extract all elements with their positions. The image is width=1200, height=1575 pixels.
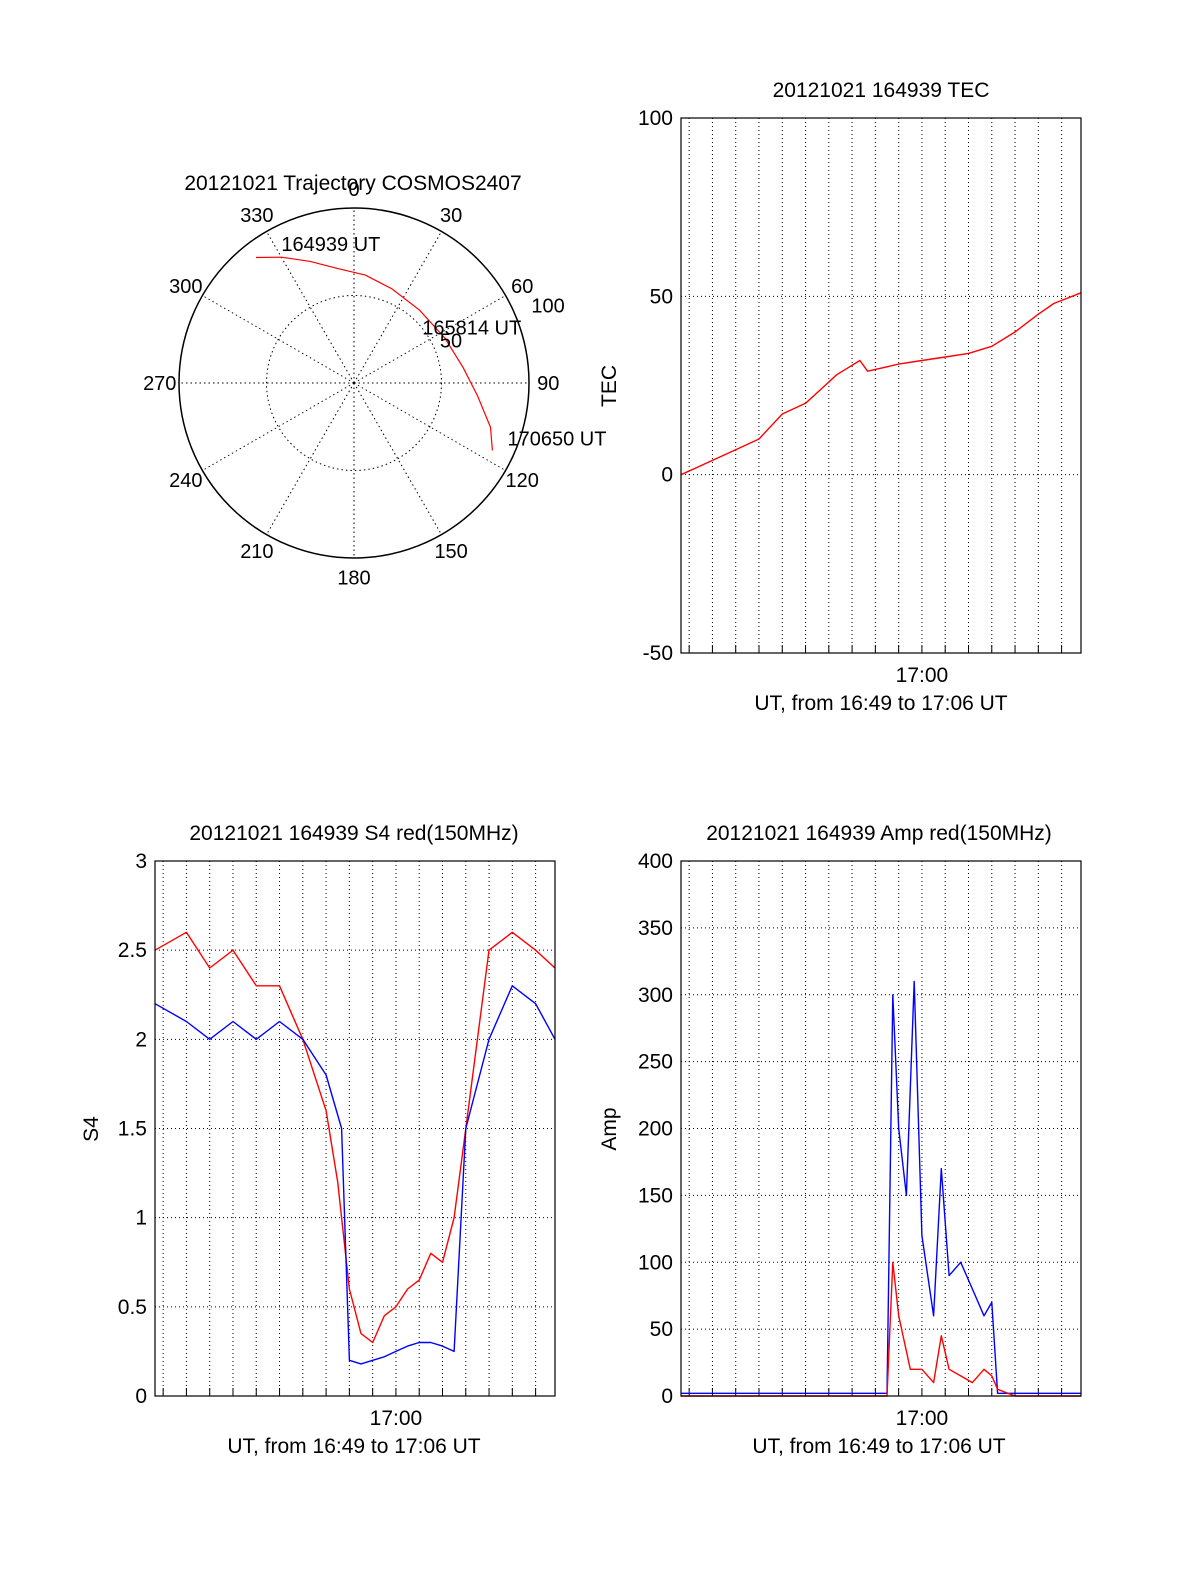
trajectory-time-label: 164939 UT: [281, 234, 380, 256]
polar-labels: 0 30 60 90 120 150 180 210 240 270 300 330 50 100 1649…: [143, 179, 606, 590]
polar-azimuth-label: 300: [169, 276, 202, 298]
polar-azimuth-label: 330: [240, 205, 273, 227]
polar-series: [255, 256, 493, 451]
amp-y-tick-label: 350: [638, 917, 673, 940]
polar-azimuth-label: 150: [434, 541, 467, 563]
amp-series-line: [681, 1261, 1081, 1397]
s4-axes-frame: [154, 860, 556, 1397]
polar-azimuth-label: 240: [169, 470, 202, 492]
amp-y-tick-label: 250: [638, 1051, 673, 1074]
amp-title: 20121021 164939 Amp red(150MHz): [706, 822, 1052, 845]
polar-azimuth-label: 270: [143, 373, 176, 395]
tec-x-tick-label: 17:00: [896, 664, 949, 687]
tec-panel: 20121021 164939 TEC UT, from 16:49 to 17…: [598, 79, 1082, 715]
polar-outer-circle: [178, 207, 530, 559]
s4-y-tick-label: 0.5: [118, 1296, 147, 1319]
polar-azimuth-label: 0: [348, 179, 359, 201]
polar-radial-label: 50: [440, 331, 462, 353]
amp-y-tick-label: 100: [638, 1251, 673, 1274]
s4-panel: 20121021 164939 S4 red(150MHz) UT, from …: [80, 822, 556, 1458]
amp-plot-area: 0 50 100 150 200 250 300 350 400 17:00: [638, 850, 1082, 1430]
amp-panel: 20121021 164939 Amp red(150MHz) UT, from…: [598, 822, 1082, 1458]
tec-plot-area: -50 0 50 100 17:00: [638, 107, 1082, 687]
trajectory-title: 20121021 Trajectory COSMOS2407: [184, 172, 521, 195]
amp-y-tick-label: 50: [650, 1318, 673, 1341]
s4-y-axis-label: S4: [80, 1116, 103, 1142]
s4-title: 20121021 164939 S4 red(150MHz): [189, 822, 518, 845]
amp-y-tick-label: 300: [638, 984, 673, 1007]
amp-y-tick-label: 200: [638, 1118, 673, 1141]
polar-azimuth-label: 30: [440, 205, 462, 227]
tec-y-tick-label: 50: [650, 285, 673, 308]
s4-y-tick-label: 1.5: [118, 1118, 147, 1141]
tec-axes-frame: [680, 117, 1082, 654]
trajectory-time-label: 165814 UT: [422, 317, 521, 339]
trajectory-line: [255, 256, 493, 451]
polar-radial-label: 100: [531, 295, 564, 317]
polar-inner-circle: [266, 295, 442, 471]
amp-axes-frame: [680, 860, 1082, 1397]
s4-plot-area: 0 0.5 1 1.5 2 2.5 3 17:00: [118, 850, 556, 1430]
s4-series-line: [154, 985, 556, 1365]
s4-x-tick-label: 17:00: [370, 1407, 423, 1430]
tec-x-axis-label: UT, from 16:49 to 17:06 UT: [754, 692, 1007, 715]
s4-x-axis-label: UT, from 16:49 to 17:06 UT: [227, 1435, 480, 1458]
polar-azimuth-label: 210: [240, 541, 273, 563]
amp-y-tick-label: 0: [661, 1385, 673, 1408]
polar-grid: [178, 207, 530, 559]
amp-x-axis-label: UT, from 16:49 to 17:06 UT: [752, 1435, 1005, 1458]
amp-x-tick-label: 17:00: [896, 1407, 949, 1430]
amp-series-line: [681, 980, 1081, 1394]
polar-azimuth-label: 90: [537, 373, 559, 395]
tec-y-tick-label: 0: [661, 464, 673, 487]
tec-title: 20121021 164939 TEC: [773, 79, 990, 102]
s4-y-tick-label: 3: [135, 850, 147, 873]
s4-y-tick-label: 0: [135, 1385, 147, 1408]
s4-y-tick-label: 2: [135, 1028, 147, 1051]
polar-azimuth-label: 60: [511, 276, 533, 298]
polar-azimuth-label: 180: [337, 567, 370, 589]
amp-y-tick-label: 400: [638, 850, 673, 873]
trajectory-panel: 20121021 Trajectory COSMOS2407 0 30 60 90 12…: [143, 172, 606, 589]
amp-y-axis-label: Amp: [598, 1107, 621, 1150]
amp-y-tick-label: 150: [638, 1184, 673, 1207]
s4-y-tick-label: 1: [135, 1207, 147, 1230]
trajectory-time-label: 170650 UT: [507, 428, 606, 450]
polar-azimuth-label: 120: [506, 470, 539, 492]
tec-series-line: [680, 292, 1082, 476]
s4-series-line: [154, 931, 556, 1344]
tec-y-axis-label: TEC: [598, 365, 621, 407]
s4-y-tick-label: 2.5: [118, 939, 147, 962]
tec-y-tick-label: -50: [643, 642, 673, 665]
tec-y-tick-label: 100: [638, 107, 673, 130]
